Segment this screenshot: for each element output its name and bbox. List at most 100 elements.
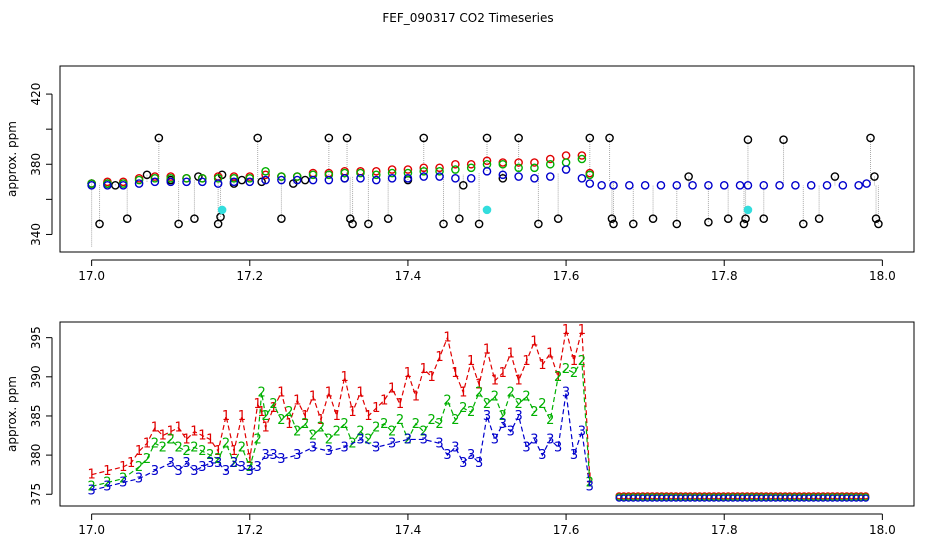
- series-marker-3: 3: [483, 409, 491, 424]
- series-marker-1: 1: [285, 417, 293, 432]
- series-marker-3: 3: [325, 444, 333, 459]
- series-marker-3: 3: [190, 464, 198, 479]
- series-marker-3: 3: [356, 432, 364, 447]
- series-marker-1: 1: [230, 444, 238, 459]
- data-point-blue: [545, 172, 555, 181]
- series-marker-1: 1: [333, 409, 341, 424]
- data-point-blue: [688, 181, 697, 190]
- data-point-black: [743, 135, 753, 144]
- data-point-black: [300, 175, 310, 185]
- series-marker-3: 3: [238, 460, 246, 475]
- data-point-green: [198, 174, 207, 183]
- series-marker-2: 2: [420, 425, 428, 440]
- series-marker-1: 1: [257, 405, 265, 420]
- data-point-blue: [759, 181, 769, 190]
- data-point-black: [277, 214, 286, 223]
- series-marker-2: 2: [404, 432, 412, 447]
- series-marker-3: 3: [198, 460, 206, 475]
- series-marker-1: 1: [206, 432, 214, 447]
- data-point-blue: [245, 177, 255, 187]
- data-point-green: [166, 174, 176, 183]
- data-point-green: [419, 166, 429, 176]
- series-marker-3: 3: [206, 456, 214, 471]
- series-marker-2: 2: [412, 417, 420, 432]
- series-marker-3: 3: [309, 440, 317, 455]
- data-point-blue: [585, 179, 595, 188]
- series-marker-1: 1: [562, 323, 570, 338]
- data-point-green: [261, 166, 270, 176]
- series-marker-2: 2: [333, 425, 341, 440]
- data-point-black: [111, 181, 120, 190]
- data-point-black: [684, 172, 693, 181]
- series-marker-1: 1: [443, 331, 451, 346]
- series-marker-3: 3: [151, 464, 159, 479]
- series-marker-2: 2: [514, 397, 522, 412]
- series-marker-3: 3: [451, 440, 459, 455]
- data-point-green: [308, 170, 318, 180]
- data-point-red: [451, 159, 460, 169]
- series-marker-3: 3: [507, 425, 515, 440]
- data-point-black: [348, 219, 357, 229]
- series-marker-3: 3: [586, 479, 594, 494]
- y-tick-label: 390: [29, 365, 43, 388]
- y-tick-label: 395: [29, 326, 43, 349]
- series-marker-3: 3: [554, 440, 562, 455]
- series-marker-2: 2: [475, 385, 483, 400]
- series-marker-3: 3: [538, 448, 546, 463]
- series-marker-1: 1: [309, 389, 317, 404]
- series-marker-3: 3: [182, 456, 190, 471]
- data-point-black: [514, 133, 523, 143]
- series-marker-3: 3: [87, 483, 95, 498]
- series-marker-1: 1: [578, 323, 586, 338]
- data-point-black: [741, 214, 750, 223]
- series-marker-2: 2: [277, 413, 285, 428]
- data-point-black: [648, 214, 658, 223]
- series-marker-2: 2: [435, 417, 443, 432]
- data-point-blue: [577, 174, 587, 183]
- series-marker-2: 2: [246, 460, 254, 475]
- series-marker-2: 2: [257, 385, 265, 400]
- series-marker-1: 1: [159, 429, 167, 444]
- data-point-blue: [308, 175, 318, 185]
- series-marker-1: 1: [507, 346, 515, 361]
- series-marker-2: 2: [198, 444, 206, 459]
- y-axis-label: approx. ppm: [5, 376, 19, 452]
- data-point-blue: [822, 181, 832, 190]
- data-point-blue: [561, 165, 571, 174]
- data-point-red: [387, 165, 397, 174]
- data-point-blue: [838, 181, 848, 190]
- data-point-black: [154, 133, 164, 143]
- series-marker-2: 2: [190, 440, 198, 455]
- series-marker-3: 3: [269, 448, 277, 463]
- data-point-blue: [229, 177, 239, 187]
- data-point-green: [514, 163, 523, 173]
- series-marker-2: 2: [309, 429, 317, 444]
- series-marker-2: 2: [206, 448, 214, 463]
- data-point-black: [866, 133, 875, 143]
- data-point-blue: [261, 175, 270, 185]
- data-point-blue: [277, 175, 286, 185]
- data-point-black: [345, 214, 355, 223]
- data-point-black: [534, 219, 543, 229]
- series-marker-2: 2: [269, 397, 277, 412]
- data-point-cyan: [743, 205, 753, 215]
- data-point-blue: [451, 174, 460, 183]
- data-point-red: [514, 158, 523, 167]
- data-point-green: [340, 168, 349, 178]
- series-marker-3: 3: [562, 385, 570, 400]
- data-point-blue: [387, 174, 397, 183]
- series-marker-2: 2: [396, 413, 404, 428]
- series-marker-3: 3: [341, 440, 349, 455]
- series-marker-3: 3: [491, 432, 499, 447]
- series-marker-2: 2: [546, 413, 554, 428]
- series-marker-2: 2: [103, 476, 111, 491]
- data-point-black: [342, 133, 352, 143]
- data-point-black: [474, 219, 484, 229]
- data-point-green: [530, 163, 539, 173]
- series-marker-2: 2: [293, 425, 301, 440]
- data-point-blue: [640, 181, 650, 190]
- data-point-green: [277, 172, 286, 181]
- series-marker-2: 2: [522, 389, 530, 404]
- data-point-green: [577, 154, 587, 164]
